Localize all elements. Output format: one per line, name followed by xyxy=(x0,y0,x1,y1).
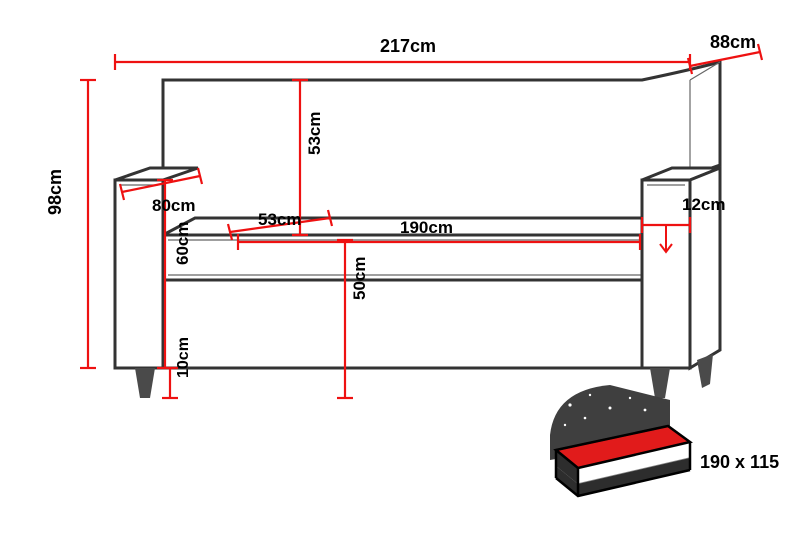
diagram-canvas: 98cm 217cm 88cm 80cm 60cm 53cm 53cm 190c… xyxy=(0,0,800,533)
dim-seat-floor: 50cm xyxy=(350,257,370,300)
dim-depth: 88cm xyxy=(710,32,756,53)
dim-height-total: 98cm xyxy=(45,169,66,215)
bed-inset-icon xyxy=(540,380,740,520)
dim-seat-width: 190cm xyxy=(400,218,453,238)
dim-seat-depth: 53cm xyxy=(258,210,301,230)
dim-width-total: 217cm xyxy=(380,36,436,57)
dim-arm-height: 60cm xyxy=(173,222,193,265)
bed-inset-label: 190 x 115 xyxy=(700,452,779,473)
dim-arm-thickness: 12cm xyxy=(682,195,725,215)
dim-leg-height: 10cm xyxy=(175,337,193,378)
dim-arm-depth: 80cm xyxy=(152,196,195,216)
dim-back-height: 53cm xyxy=(305,112,325,155)
